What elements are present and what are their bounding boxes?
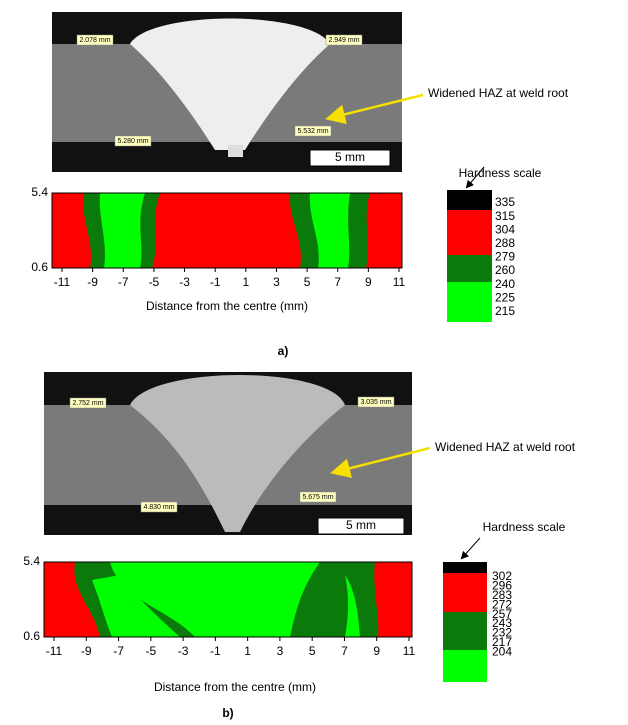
x-tick-label: -1 <box>210 644 221 658</box>
x-axis-label: Distance from the centre (mm) <box>154 680 316 694</box>
page: 2.078 mm 2.949 mm 5.280 mm 5.532 mm 5 mm Wide… <box>0 0 628 725</box>
scale-level: 288 <box>495 236 515 250</box>
x-tick-label: 9 <box>373 644 380 658</box>
x-tick-label: 9 <box>365 275 372 289</box>
y-tick-label: 0.6 <box>23 629 40 643</box>
measurement: 2.752 mm <box>72 400 103 407</box>
scale-level: 215 <box>495 304 515 318</box>
x-tick-label: 7 <box>341 644 348 658</box>
measurement: 5.280 mm <box>117 138 148 145</box>
x-tick-label: -1 <box>210 275 221 289</box>
hardness-map <box>44 562 412 637</box>
measurement: 3.035 mm <box>360 399 391 406</box>
y-tick-label: 5.4 <box>31 185 48 199</box>
x-tick-label: -11 <box>54 275 71 289</box>
y-tick-label: 0.6 <box>31 260 48 274</box>
hardness-scale <box>447 190 492 322</box>
scale-level: 279 <box>495 250 515 264</box>
measurement: 5.675 mm <box>302 494 333 501</box>
scale-level: 304 <box>495 222 515 236</box>
x-tick-label: 11 <box>403 644 416 658</box>
x-tick-label: -7 <box>113 644 124 658</box>
measurement: 2.078 mm <box>79 37 110 44</box>
scale-level: 225 <box>495 290 515 304</box>
x-tick-label: 1 <box>244 644 251 658</box>
x-tick-label: -3 <box>179 275 190 289</box>
x-tick-label: -7 <box>118 275 129 289</box>
panel-label: b) <box>222 706 233 720</box>
x-tick-label: -9 <box>87 275 98 289</box>
scale-bar: 5 mm <box>335 150 365 164</box>
x-tick-label: -9 <box>81 644 92 658</box>
x-tick-label: 5 <box>304 275 311 289</box>
scale-level: 240 <box>495 277 515 291</box>
x-tick-label: -5 <box>145 644 156 658</box>
measurement: 4.830 mm <box>143 504 174 511</box>
scale-level: 204 <box>492 644 512 658</box>
x-tick-label: 1 <box>242 275 249 289</box>
x-tick-label: -5 <box>149 275 160 289</box>
measurement: 2.949 mm <box>328 37 359 44</box>
micrograph <box>44 372 412 535</box>
x-tick-label: -3 <box>178 644 189 658</box>
x-tick-label: 7 <box>334 275 341 289</box>
hardness-scale <box>443 562 487 682</box>
scale-title: Hardness scale <box>459 166 542 180</box>
hardness-map <box>52 193 402 268</box>
scale-level: 335 <box>495 195 515 209</box>
scale-title: Hardness scale <box>483 520 566 534</box>
x-tick-label: 11 <box>393 275 406 289</box>
annotation: Widened HAZ at weld root <box>435 440 576 454</box>
x-tick-label: 3 <box>277 644 284 658</box>
x-tick-label: -11 <box>46 644 63 658</box>
x-tick-label: 3 <box>273 275 280 289</box>
scale-bar: 5 mm <box>346 518 376 532</box>
scale-level: 260 <box>495 263 515 277</box>
figure: 2.078 mm 2.949 mm 5.280 mm 5.532 mm 5 mm Wide… <box>0 0 628 725</box>
scale-level: 315 <box>495 209 515 223</box>
arrow <box>462 538 480 558</box>
x-tick-label: 5 <box>309 644 316 658</box>
annotation: Widened HAZ at weld root <box>428 86 569 100</box>
y-tick-label: 5.4 <box>23 554 40 568</box>
x-axis-label: Distance from the centre (mm) <box>146 299 308 313</box>
panel-label: a) <box>278 344 289 358</box>
measurement: 5.532 mm <box>297 128 328 135</box>
